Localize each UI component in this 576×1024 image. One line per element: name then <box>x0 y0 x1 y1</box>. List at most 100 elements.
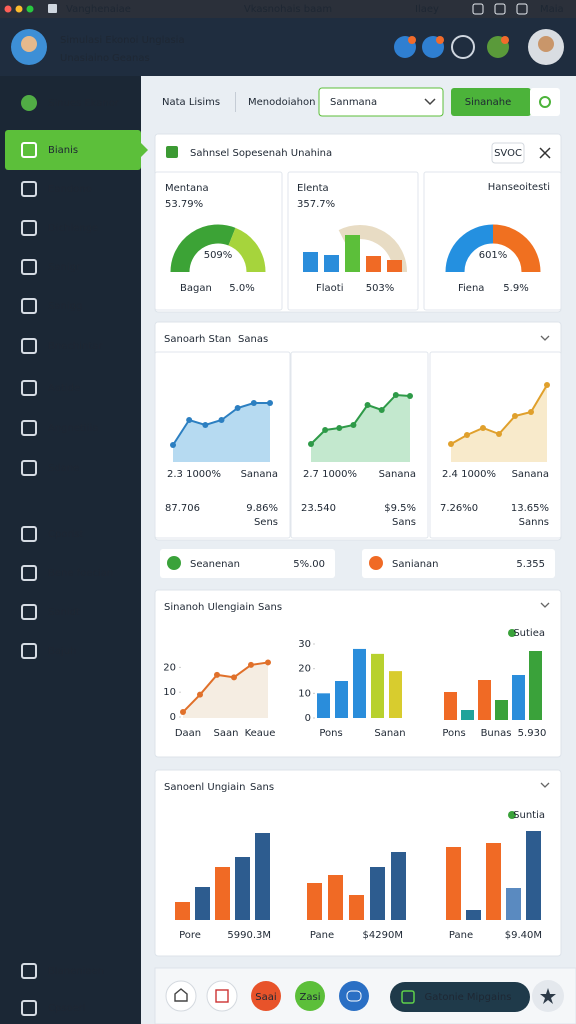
x-label: Pane <box>449 930 473 941</box>
bar <box>353 648 366 718</box>
nav-button[interactable] <box>339 981 369 1011</box>
sidebar-item[interactable]: Bnechintar <box>48 341 103 352</box>
nav-button[interactable] <box>251 981 281 1011</box>
sidebar-item[interactable]: Sdane <box>48 463 79 474</box>
sidebar-icon <box>21 338 37 354</box>
point <box>544 382 550 388</box>
mini-bar <box>303 252 318 272</box>
point <box>170 442 176 448</box>
card-foot-value: 503% <box>366 283 395 294</box>
point <box>308 441 314 447</box>
refresh-button[interactable] <box>530 88 560 116</box>
panel-tag: Sans <box>250 782 274 793</box>
card-title: Mentana <box>165 183 209 194</box>
collapse-chevron[interactable] <box>540 782 550 788</box>
nav-button[interactable] <box>295 981 325 1011</box>
action-button[interactable] <box>390 982 530 1012</box>
gauge-segment <box>492 224 541 273</box>
app-title: Simulasi Ekonoi Unglasia <box>60 35 185 46</box>
collapse-chevron[interactable] <box>540 602 550 608</box>
titlebar-icon[interactable] <box>516 3 528 15</box>
sidebar-item[interactable]: Sanigr <box>48 262 81 273</box>
sidebar-item[interactable]: Bajuh <box>48 646 76 657</box>
titlebar-icon[interactable] <box>494 3 506 15</box>
header-icon[interactable] <box>451 35 475 59</box>
active-arrow <box>141 143 148 157</box>
bar <box>512 675 525 720</box>
window-dot <box>26 5 34 13</box>
titlebar-icon[interactable] <box>472 3 484 15</box>
x-label: Keaue <box>245 728 276 739</box>
mini-bar <box>324 255 339 272</box>
sidebar-item[interactable]: Blaneniaen <box>48 966 104 977</box>
sidebar-item[interactable]: Bianis <box>48 145 78 156</box>
card-unit: Sanns <box>519 517 549 528</box>
notification-dot <box>501 36 509 44</box>
sidebar-item[interactable]: Bene foecian <box>48 568 113 579</box>
sidebar-icon <box>21 460 37 476</box>
card-foot-value: 5.0% <box>229 283 254 294</box>
doc-icon <box>215 989 229 1003</box>
sidebar-icon <box>21 380 37 396</box>
sidebar-icon <box>21 420 37 436</box>
card-unit: Sans <box>392 517 416 528</box>
sidebar-icon <box>21 1000 37 1016</box>
gauge-segment <box>170 224 236 273</box>
toolbar-divider <box>235 92 236 112</box>
close-icon[interactable] <box>539 147 551 159</box>
card-foot: Fiena <box>458 283 484 294</box>
bar <box>235 857 250 920</box>
bar <box>349 895 364 920</box>
point <box>464 432 470 438</box>
pill-value: 5.355 <box>516 559 545 570</box>
badge <box>491 142 525 164</box>
sidebar-item[interactable]: Dichlenge <box>48 223 98 234</box>
bar <box>486 843 501 920</box>
point <box>512 413 518 419</box>
sidebar-icon <box>21 565 37 581</box>
sidebar-item[interactable]: Cporist <box>48 529 84 540</box>
x-label: Pons <box>442 728 465 739</box>
card-change: 13.65% <box>511 503 549 514</box>
point <box>218 417 225 423</box>
notification-dot <box>436 36 444 44</box>
summary-pill[interactable] <box>362 549 555 578</box>
sidebar-icon <box>21 643 37 659</box>
sidebar-item[interactable]: Aatide <box>48 383 80 394</box>
card-foot-value: 5.9% <box>503 283 528 294</box>
collapse-chevron[interactable] <box>540 335 550 341</box>
sidebar-logo <box>21 95 37 111</box>
sidebar-item[interactable]: Eandono <box>48 184 92 195</box>
home-icon <box>174 988 188 1002</box>
select-box[interactable] <box>318 87 444 117</box>
sidebar-icon <box>21 963 37 979</box>
primary-button[interactable] <box>451 88 531 116</box>
sidebar-item[interactable]: Angnetiiia <box>48 423 98 434</box>
nav-button[interactable] <box>206 980 238 1012</box>
sidebar-item[interactable]: Cpsoerl <box>48 1003 86 1014</box>
point <box>265 659 271 666</box>
gauge-segment <box>227 227 266 273</box>
bar <box>370 867 385 920</box>
pill-text: Seanenan <box>190 559 240 570</box>
bar <box>317 693 330 718</box>
pill-icon <box>167 556 181 570</box>
sidebar-item[interactable]: Sanidt <box>48 607 80 618</box>
card-change: $9.5% <box>384 503 416 514</box>
bar <box>389 671 402 718</box>
panel-tag: Sans <box>258 602 282 613</box>
select-chevron <box>424 98 436 106</box>
sidebar-active[interactable] <box>5 130 141 170</box>
area <box>183 662 268 718</box>
point <box>448 441 454 447</box>
pill-icon <box>369 556 383 570</box>
card-title: Hanseoitesti <box>488 182 550 193</box>
nav-button[interactable] <box>165 980 197 1012</box>
sidebar-item[interactable]: Sanigg <box>48 301 82 312</box>
summary-pill[interactable] <box>160 549 335 578</box>
titlebar-item: Ilaey <box>415 4 439 15</box>
bar <box>255 833 270 920</box>
area <box>451 385 547 462</box>
card-title: Elenta <box>297 183 329 194</box>
app-icon <box>48 4 57 13</box>
